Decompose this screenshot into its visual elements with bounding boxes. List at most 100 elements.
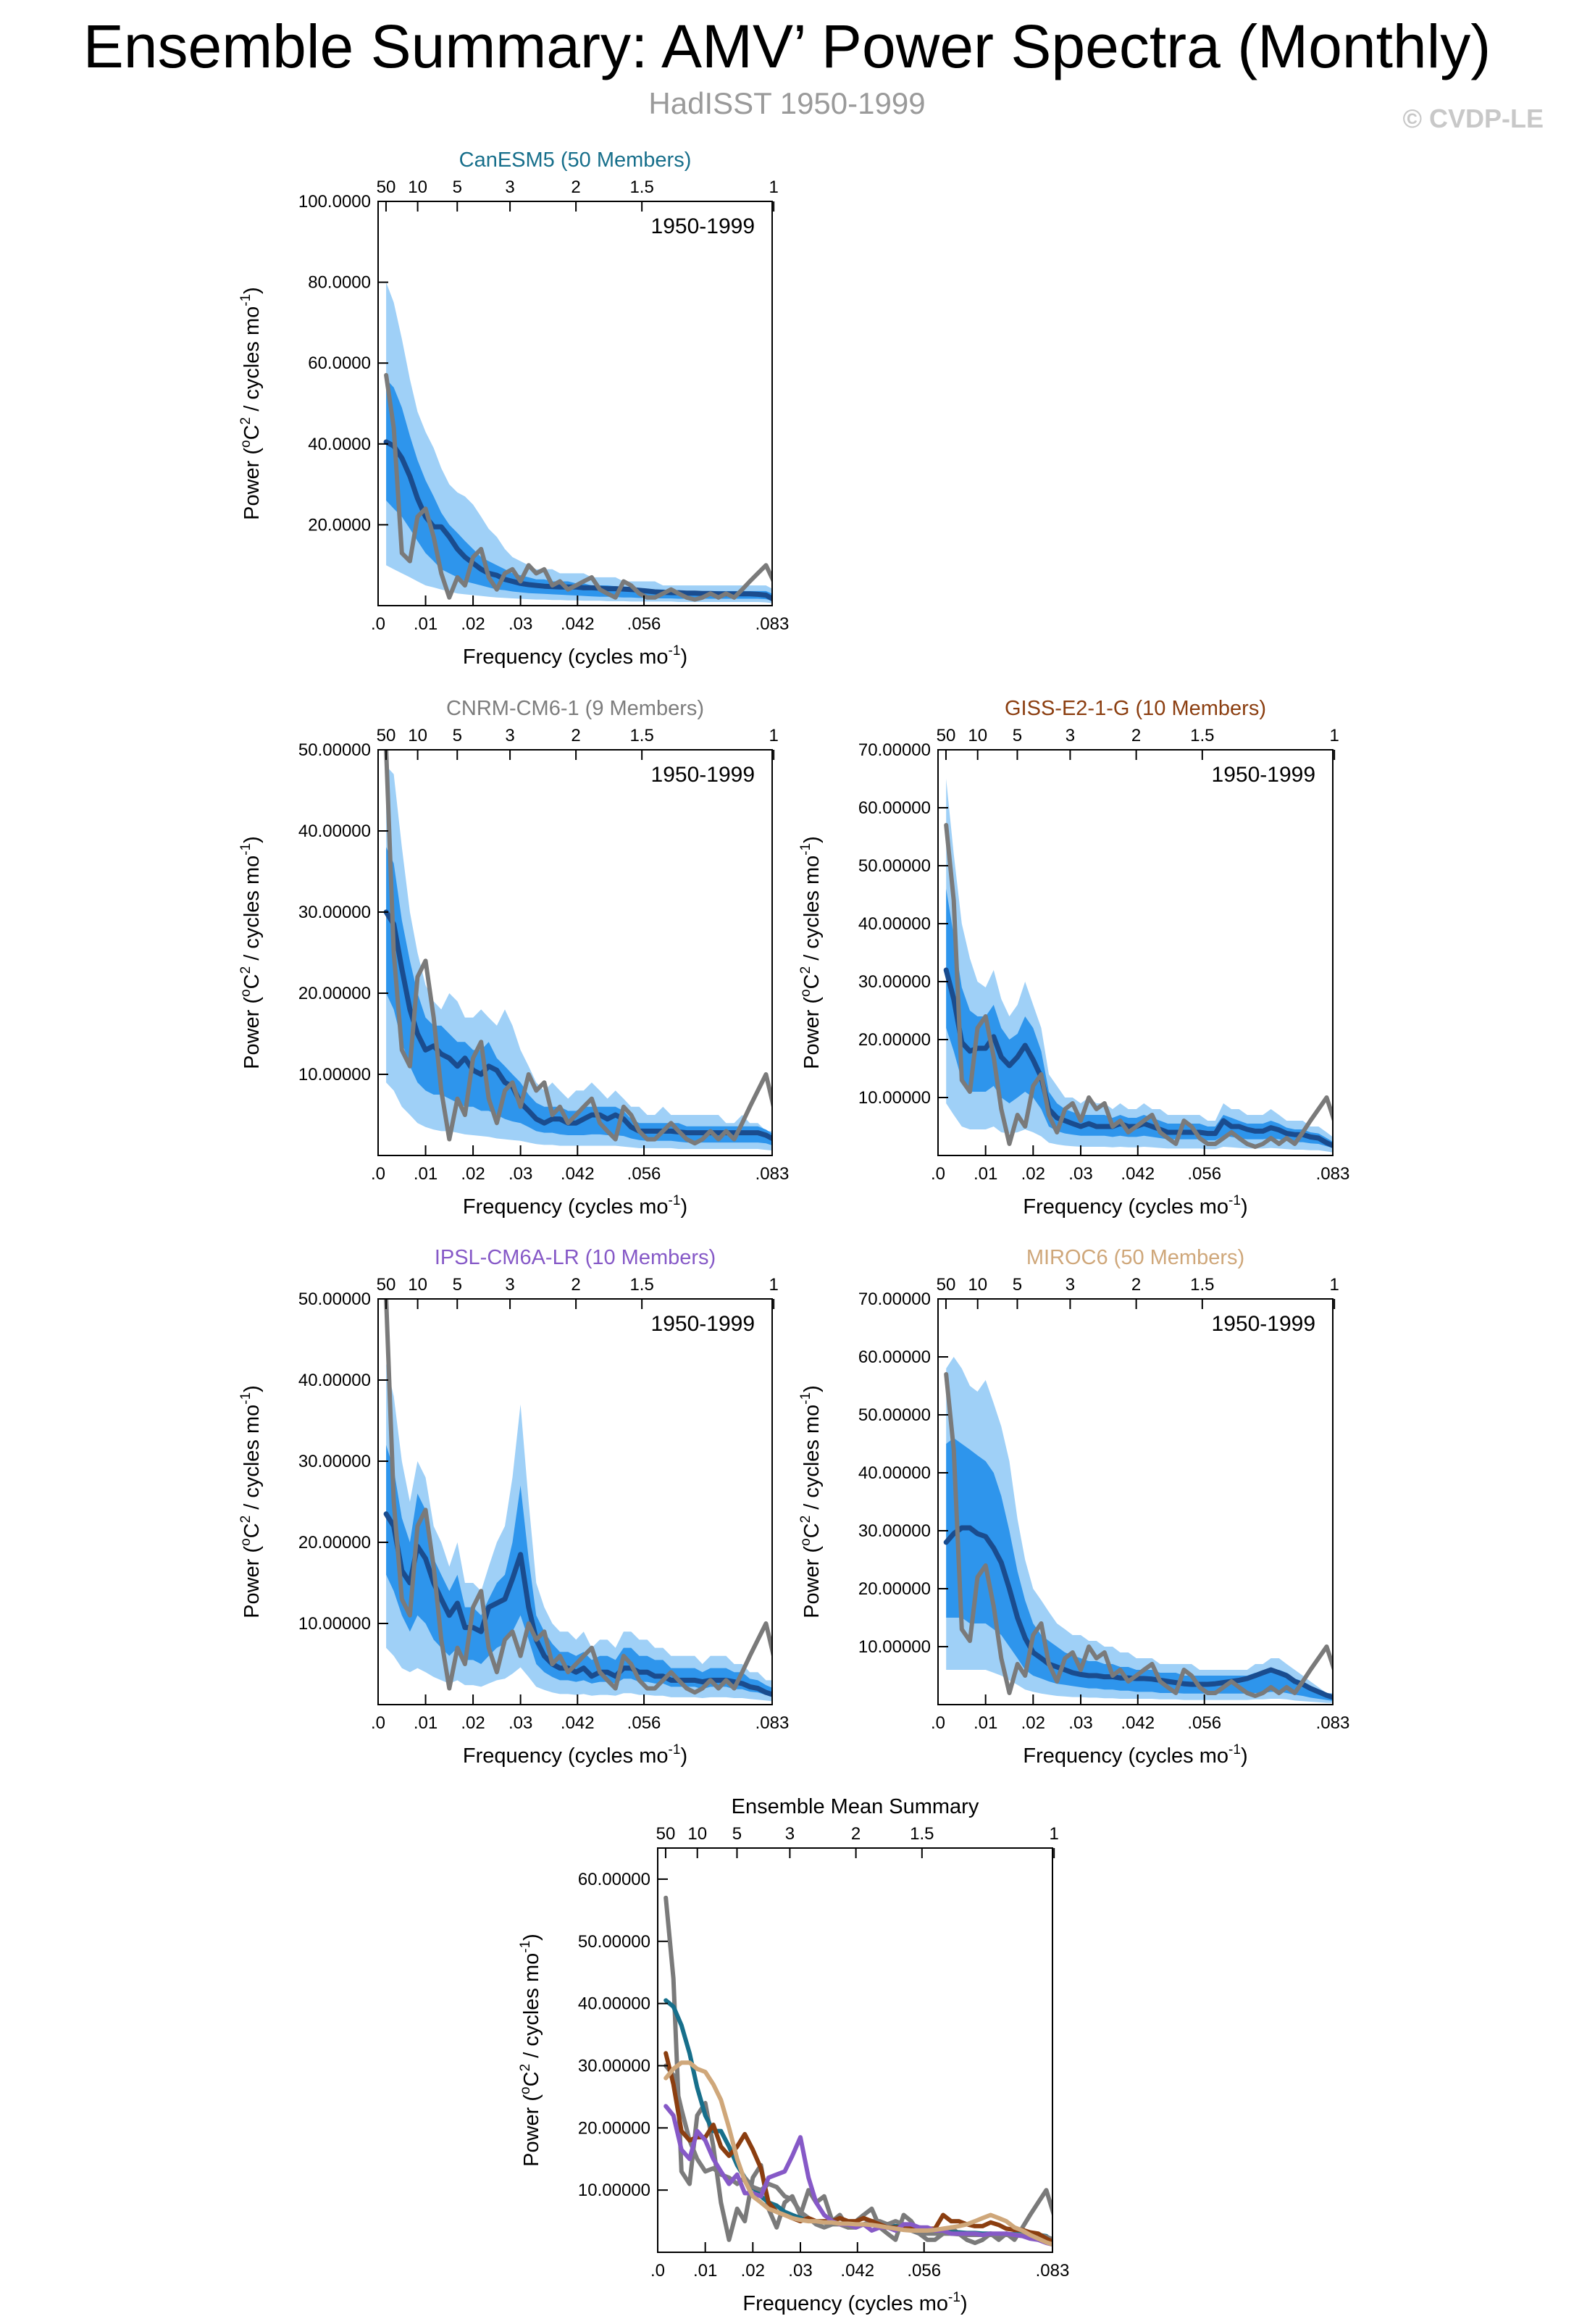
y-axis-label: Power (oC2 / cycles mo-1) <box>798 836 824 1069</box>
x-tick-label: .083 <box>755 1164 790 1184</box>
top-tick-label: 50 <box>937 726 956 745</box>
x-axis-label: Frequency (cycles mo-1) <box>463 1193 687 1219</box>
y-tick-label: 80.0000 <box>308 273 371 293</box>
spread-band-inner <box>946 1438 1333 1701</box>
x-tick-label: .056 <box>627 1164 661 1184</box>
y-tick-label: 10.00000 <box>298 1614 371 1634</box>
x-tick-label: .056 <box>1187 1713 1221 1733</box>
x-tick-label: .03 <box>788 2261 812 2281</box>
top-tick-label: 3 <box>505 1275 514 1295</box>
x-tick-label: .01 <box>414 1713 438 1733</box>
y-axis-label: Power (oC2 / cycles mo-1) <box>238 287 264 520</box>
x-tick-label: .0 <box>371 614 385 634</box>
x-tick-label: .01 <box>693 2261 717 2281</box>
x-tick-label: .042 <box>840 2261 874 2281</box>
series-line-1 <box>663 1895 1052 2246</box>
x-tick-label: .0 <box>371 1164 385 1184</box>
x-tick-label: .042 <box>561 614 595 634</box>
y-tick-label: 20.00000 <box>578 2118 650 2138</box>
top-tick-label: 1.5 <box>910 1824 934 1844</box>
x-tick-label: .083 <box>1316 1713 1350 1733</box>
series-line-2 <box>384 372 772 602</box>
x-tick-label: .01 <box>414 1164 438 1184</box>
x-tick-label: .0 <box>931 1713 945 1733</box>
series-line-6 <box>663 2060 1052 2247</box>
top-tick-label: 2 <box>1131 1275 1141 1295</box>
plot-frame <box>377 201 773 606</box>
plot-area <box>383 750 772 1151</box>
top-tick-label: 5 <box>453 177 462 197</box>
top-tick-label: 50 <box>377 1275 396 1295</box>
x-axis-label: Frequency (cycles mo-1) <box>1023 1193 1247 1219</box>
y-tick-label: 50.00000 <box>858 856 931 876</box>
top-tick-label: 10 <box>408 177 427 197</box>
series-line-2 <box>384 1299 772 1695</box>
period-label: 1950-1999 <box>651 1312 755 1336</box>
x-tick-label: .01 <box>974 1713 997 1733</box>
series-line-2 <box>384 750 772 1146</box>
chart-panel-2: .0 .01 .02 .03 .042 .056 .083 50 10 5 3 2 1.5 1 10.000… <box>238 697 789 1219</box>
plot-frame <box>377 749 773 1156</box>
chart-panel-6: .0 .01 .02 .03 .042 .056 .083 50 10 5 3 2 1.5 1 10.000… <box>518 1795 1069 2315</box>
x-tick-label: .02 <box>1021 1713 1045 1733</box>
x-tick-label: .042 <box>561 1164 595 1184</box>
chart-title: CanESM5 (50 Members) <box>459 149 692 172</box>
y-tick-label: 40.00000 <box>858 1463 931 1483</box>
plot-frame <box>377 1298 773 1705</box>
top-tick-label: 3 <box>505 177 514 197</box>
plot-area <box>943 779 1333 1153</box>
x-tick-label: .056 <box>627 614 661 634</box>
chart-title: IPSL-CM6A-LR (10 Members) <box>435 1246 716 1269</box>
top-tick-label: 1.5 <box>629 1275 653 1295</box>
page-title: Ensemble Summary: AMV’ Power Spectra (Mo… <box>83 12 1491 80</box>
top-tick-label: 50 <box>937 1275 956 1295</box>
x-axis-label: Frequency (cycles mo-1) <box>463 1742 687 1768</box>
top-tick-label: 10 <box>968 726 987 745</box>
y-tick-label: 50.00000 <box>298 1290 371 1309</box>
x-axis-label: Frequency (cycles mo-1) <box>1023 1742 1247 1768</box>
y-tick-label: 20.00000 <box>298 1533 371 1552</box>
top-tick-label: 5 <box>1013 726 1022 745</box>
chart-panel-3: .0 .01 .02 .03 .042 .056 .083 50 10 5 3 2 1.5 1 10.000… <box>798 697 1349 1219</box>
x-tick-label: .056 <box>627 1713 661 1733</box>
series-line-4 <box>663 2051 1052 2244</box>
chart-title: CNRM-CM6-1 (9 Members) <box>446 697 704 720</box>
x-tick-label: .03 <box>1068 1713 1092 1733</box>
x-tick-label: .056 <box>907 2261 941 2281</box>
chart-title: MIROC6 (50 Members) <box>1026 1246 1244 1269</box>
y-tick-label: 20.00000 <box>858 1030 931 1050</box>
top-tick-label: 2 <box>571 177 580 197</box>
x-tick-label: .042 <box>1121 1713 1155 1733</box>
y-axis-label: Power (oC2 / cycles mo-1) <box>518 1934 543 2167</box>
top-tick-label: 1 <box>769 726 778 745</box>
x-tick-label: .01 <box>414 614 438 634</box>
series-line-2 <box>944 1372 1333 1698</box>
chart-panel-4: .0 .01 .02 .03 .042 .056 .083 50 10 5 3 2 1.5 1 10.000… <box>238 1246 789 1768</box>
y-tick-label: 30.00000 <box>578 2056 650 2076</box>
series-line-1 <box>943 1525 1333 1700</box>
plot-area <box>663 1895 1052 2247</box>
plot-area <box>383 1299 772 1702</box>
x-tick-label: .01 <box>974 1164 997 1184</box>
top-tick-label: 2 <box>1131 726 1141 745</box>
y-tick-label: 50.00000 <box>858 1405 931 1425</box>
chart-panel-5: .0 .01 .02 .03 .042 .056 .083 50 10 5 3 2 1.5 1 10.000… <box>798 1246 1349 1768</box>
y-tick-label: 60.00000 <box>578 1870 650 1889</box>
top-tick-label: 50 <box>377 177 396 197</box>
top-tick-label: 5 <box>1013 1275 1022 1295</box>
top-tick-label: 3 <box>785 1824 795 1844</box>
top-tick-label: 1 <box>1329 1275 1339 1295</box>
plot-area <box>943 1357 1333 1703</box>
y-axis-label: Power (oC2 / cycles mo-1) <box>238 836 264 1069</box>
series-line-2 <box>944 823 1333 1149</box>
chart-panel-1: .0 .01 .02 .03 .042 .056 .083 50 10 5 3 2 1.5 1 20.000… <box>238 149 789 669</box>
y-tick-label: 70.00000 <box>858 1290 931 1309</box>
x-tick-label: .056 <box>1187 1164 1221 1184</box>
x-tick-label: .03 <box>1068 1164 1092 1184</box>
top-tick-label: 1.5 <box>1190 726 1214 745</box>
y-tick-label: 50.00000 <box>578 1932 650 1952</box>
chart-title: Ensemble Mean Summary <box>732 1795 979 1818</box>
y-tick-label: 30.00000 <box>858 1521 931 1541</box>
top-tick-label: 50 <box>656 1824 676 1844</box>
